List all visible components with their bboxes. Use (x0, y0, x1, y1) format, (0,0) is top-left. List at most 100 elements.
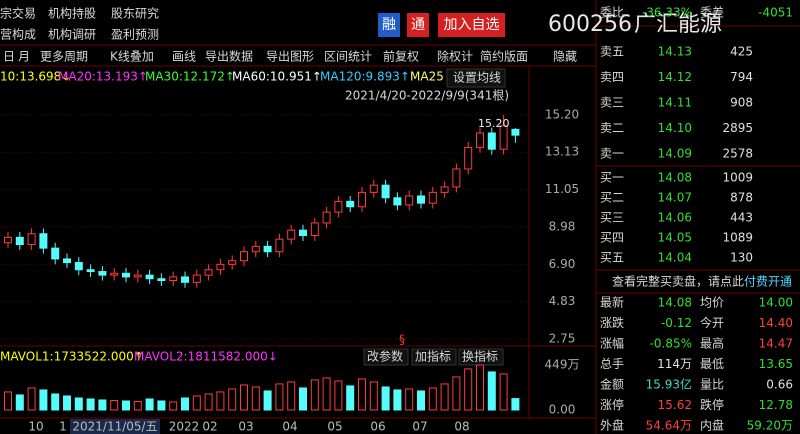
menu-item[interactable]: 机构持股 (48, 6, 96, 21)
candle-body (287, 229, 296, 240)
ma-legend: 10:13.698↓ (0, 70, 71, 84)
toolbar-item[interactable]: 除权计 (437, 49, 473, 64)
button[interactable]: 融 (382, 17, 396, 33)
candle-body (86, 269, 95, 273)
toolbar-item[interactable]: 导出图形 (266, 50, 314, 64)
volume-bar (476, 364, 484, 411)
volume-bar (192, 395, 201, 411)
toolbar-item[interactable]: 隐藏 (553, 50, 577, 64)
x-tick-label: 10 (28, 420, 43, 434)
candle-body (51, 247, 60, 260)
candle-body (487, 132, 496, 150)
toolbar-item[interactable]: 月 (18, 50, 30, 64)
button[interactable]: 通 (411, 17, 425, 33)
candle-body (369, 184, 378, 193)
candle-body (275, 238, 284, 253)
candle-body (299, 229, 307, 237)
candle-body (157, 278, 166, 282)
indicator-button[interactable]: 改参数 (367, 349, 403, 364)
book-label: 卖五 (600, 45, 624, 59)
date-range: 2021/4/20-2022/9/9(341根) (345, 89, 509, 103)
quote-value: 14.00 (759, 296, 793, 310)
candle-body (263, 245, 272, 253)
toolbar-item[interactable]: K线叠加 (110, 50, 154, 64)
quote-value: 14.40 (759, 316, 793, 330)
volume-bar (228, 388, 237, 411)
y-tick-label: 11.05 (545, 182, 579, 196)
toolbar-item[interactable]: 简约版面 (480, 49, 528, 64)
x-tick-label: 07 (412, 420, 427, 434)
quote-label: 涨幅 (600, 336, 624, 351)
quote-value: 15.93亿 (646, 377, 692, 392)
book-volume: 2578 (722, 147, 753, 161)
quote-value: -0.12 (661, 316, 692, 330)
settings-bg (446, 68, 506, 88)
date-box (70, 419, 160, 434)
quote-value: 114万 (657, 357, 692, 371)
volume-bar (499, 373, 508, 411)
volume-bar (275, 383, 284, 411)
candle-body (405, 195, 414, 206)
candle-body (110, 272, 119, 276)
volume-bar (181, 397, 189, 411)
volume-bar (204, 393, 213, 411)
book-label: 买四 (600, 231, 624, 245)
volume-bar (405, 388, 414, 411)
button[interactable]: 加入自选 (444, 17, 500, 33)
book-volume: 130 (730, 251, 753, 265)
marker: § (399, 333, 405, 347)
quote-value: 54.64万 (646, 419, 692, 433)
volume-bar (63, 395, 71, 411)
quote-value: 59.20万 (747, 419, 793, 433)
quote-value: 15.62 (658, 398, 692, 412)
candle-body (15, 236, 24, 246)
toolbar-item[interactable]: 更多周期 (40, 50, 88, 64)
x-tick-label: 06 (370, 420, 385, 434)
book-price: 14.06 (658, 211, 692, 225)
menu-item[interactable]: 机构调研 (48, 27, 96, 42)
volume-bar (393, 389, 402, 411)
candle-body (417, 195, 425, 204)
x-tick-label: 04 (282, 420, 297, 434)
volume-bar (334, 380, 343, 411)
toolbar-item[interactable]: 区间统计 (324, 50, 372, 64)
volume-bar (157, 400, 166, 411)
menu-item[interactable]: 营构成 (0, 27, 36, 42)
indicator-button[interactable]: 换指标 (462, 349, 498, 364)
button-bg (363, 348, 409, 366)
vol-legend: MAVOL1:1733522.000↑ (0, 350, 144, 364)
menu-item[interactable]: 盈利预测 (111, 28, 159, 42)
book-volume: 1089 (722, 231, 753, 245)
quote-label: 涨跌 (600, 315, 624, 330)
indicator-button[interactable]: 加指标 (415, 349, 451, 364)
toolbar-item[interactable]: 导出数据 (205, 49, 253, 64)
toolbar-item[interactable]: 前复权 (383, 49, 419, 64)
candle-body (334, 200, 343, 213)
candle-body (346, 200, 355, 208)
candle-body (133, 274, 142, 278)
candle-body (511, 128, 520, 136)
quote-label: 最高 (700, 336, 724, 351)
menu-item[interactable]: 股东研究 (111, 6, 159, 21)
volume-bar (4, 391, 12, 411)
candle-body (192, 274, 201, 283)
candle-body (499, 125, 508, 150)
book-label: 买二 (600, 191, 624, 205)
button-bg (407, 13, 429, 37)
toolbar-item[interactable]: 画线 (172, 50, 196, 64)
volume-bar (27, 387, 36, 411)
ma-settings[interactable]: 设置均线 (453, 71, 501, 85)
quote-label: 今开 (700, 315, 724, 330)
menu-item[interactable]: 宗交易 (0, 6, 36, 21)
quote-label: 最新 (600, 295, 624, 310)
candle-body (145, 274, 154, 280)
quote-label: 量比 (700, 378, 724, 392)
book-price: 14.12 (658, 70, 692, 84)
book-price: 14.05 (658, 231, 692, 245)
candle-body (476, 132, 484, 148)
quote-value: 14.47 (759, 337, 793, 351)
notice-link[interactable]: 付费开通 (744, 275, 792, 289)
toolbar-item[interactable]: 日 (3, 50, 15, 64)
y-tick-label: 449万 (545, 358, 580, 372)
ma-legend: MA25 (410, 70, 444, 84)
